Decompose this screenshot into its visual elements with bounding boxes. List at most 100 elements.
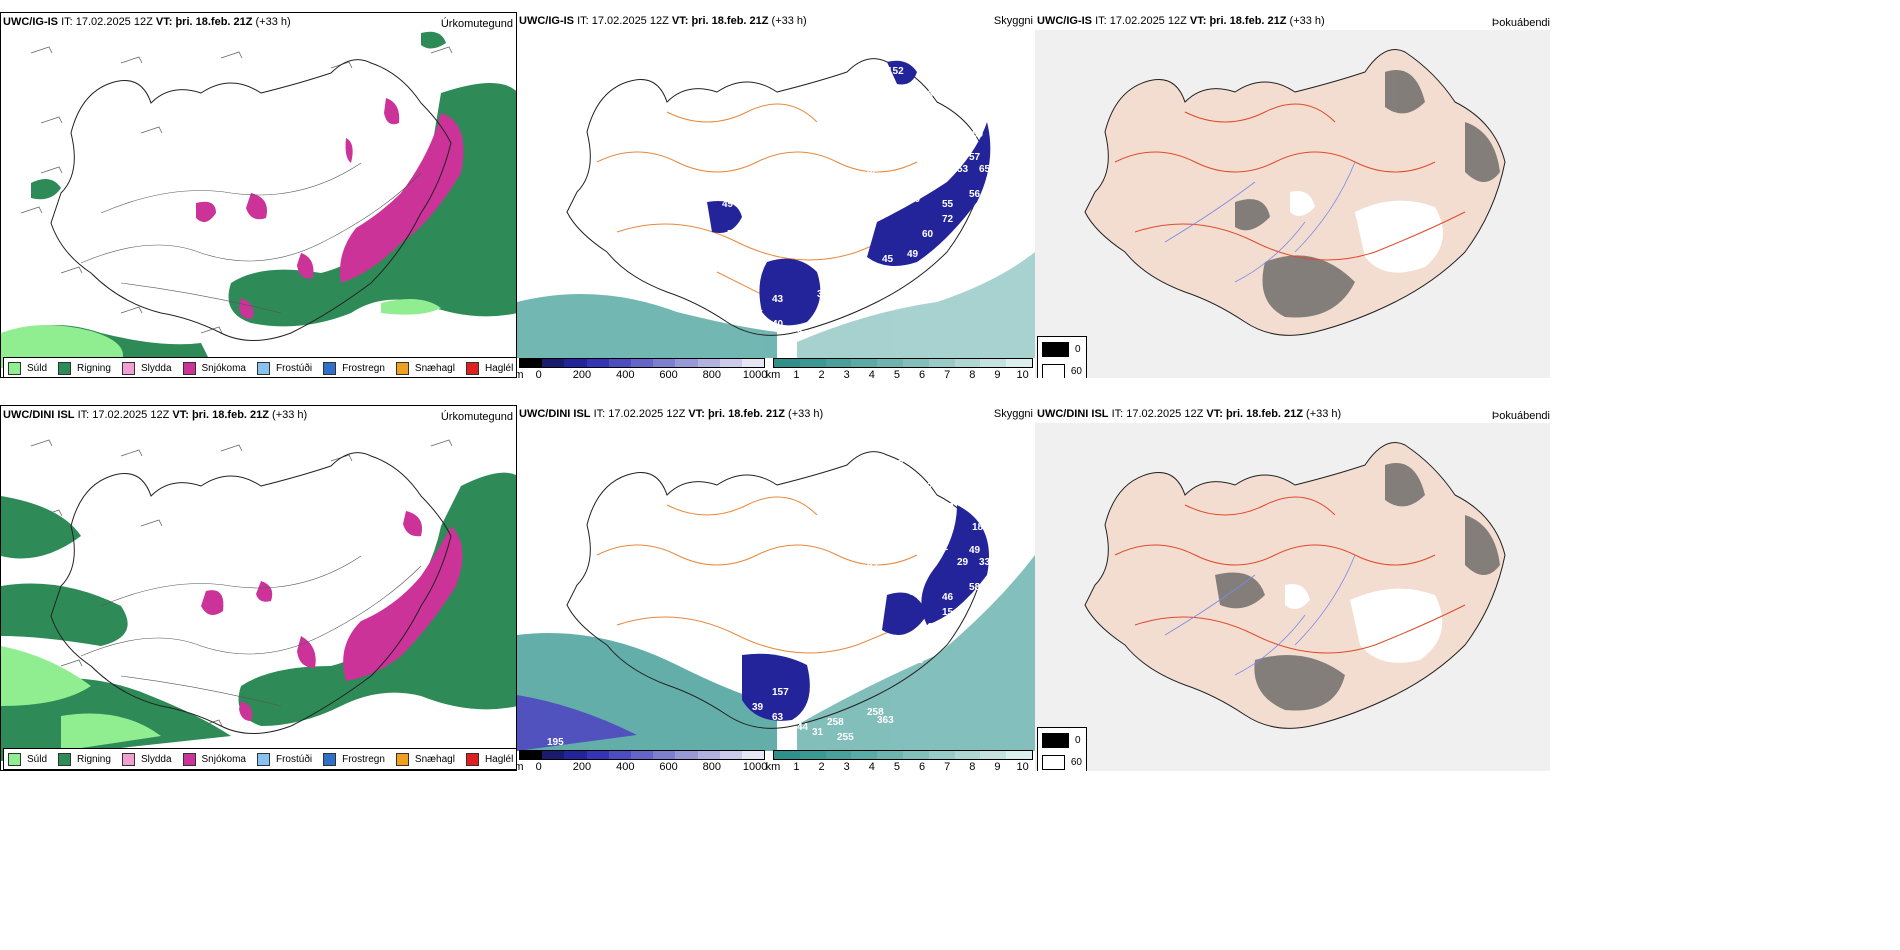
visibility-value-label: 62 (907, 510, 919, 521)
legend-swatch (8, 361, 21, 375)
legend-swatch (323, 361, 337, 375)
precip-type-panel-top: UWC/IG-IS IT: 17.02.2025 12Z VT: þri. 18… (0, 12, 517, 378)
visibility-value-label: 44 (797, 722, 809, 733)
visibility-value-label: 15 (942, 607, 954, 618)
low-visibility-areas (742, 505, 989, 721)
visibility-value-label: 340 (867, 134, 884, 145)
colorbar-unit: m (517, 369, 524, 378)
panel-title: Þokuábendi (1491, 410, 1550, 422)
fog-index-map (1035, 423, 1550, 771)
visibility-value-label: 253 (872, 149, 889, 160)
visibility-value-label: 55 (942, 199, 954, 210)
colorbar-tick-label: 400 (616, 761, 635, 771)
legend-item: Snjókoma (182, 361, 246, 375)
visibility-value-label: 255 (837, 732, 854, 743)
coastline (566, 58, 988, 336)
legend-swatch (121, 361, 135, 375)
colorbar-tick-label: 1 (793, 761, 800, 771)
legend-item: Rigning (58, 361, 111, 375)
visibility-value-label: 54 (727, 229, 739, 240)
drizzle-areas (1, 646, 161, 751)
legend-item: Frostúði (256, 752, 312, 766)
visibility-value-label: 55 (752, 309, 764, 320)
rivers (1164, 161, 1356, 283)
panel-title: Úrkomutegund (440, 411, 513, 423)
colorbar-tick-label: 7 (944, 369, 951, 378)
visibility-value-label: 363 (877, 715, 894, 726)
colorbar-tick-label: 6 (919, 761, 926, 771)
visibility-value-label: 10 (909, 194, 921, 205)
visibility-value-label: 57 (902, 497, 914, 508)
visibility-value-label: 31 (812, 727, 824, 738)
precip-legend: Súld Rigning Slydda Snjókoma Frostúði Fr… (3, 357, 516, 377)
legend-item: 0 (1042, 730, 1082, 750)
roads (80, 555, 422, 707)
visibility-value-label: 157 (772, 687, 789, 698)
colorbar-tick-label: 800 (702, 369, 722, 378)
visibility-value-label: 26 (867, 169, 879, 180)
colorbar-tick-label: 1000 (742, 761, 768, 771)
legend-swatch (1042, 341, 1069, 357)
colorbar-unit: km (765, 761, 781, 771)
visibility-value-label: 49 (722, 199, 734, 210)
roads (1114, 103, 1466, 261)
legend-item: Frostregn (323, 752, 385, 766)
visibility-value-label: 195 (547, 737, 564, 748)
coastline (50, 452, 452, 734)
colorbar-tick-label: 8 (969, 369, 976, 378)
legend-swatch (395, 361, 409, 375)
visibility-colorbar: km 1 2 3 4 5 6 7 8 9 10 (766, 750, 1033, 771)
legend-item: Haglél (465, 361, 513, 375)
dew-panel-bottom: UWC/DINI ISL IT: 17.02.2025 12Z VT: þri.… (1035, 405, 1550, 771)
coastline (50, 59, 452, 341)
legend-swatch (256, 361, 270, 375)
visibility-value-label: 58 (969, 582, 981, 593)
visibility-value-label: 46 (942, 592, 954, 603)
legend-swatch (182, 361, 196, 375)
colorbar-tick-label: 200 (572, 369, 592, 378)
visibility-value-label: 60 (922, 229, 934, 240)
legend-item: Rigning (58, 752, 111, 766)
legend-item: Frostregn (323, 361, 385, 375)
visibility-value-label: 12 (912, 655, 924, 666)
legend-item: Frostúði (256, 361, 312, 375)
visibility-value-label: 22 (877, 274, 889, 285)
fog-index-legend: 0 60 (1037, 336, 1087, 378)
colorbar-tick-label: 600 (659, 369, 678, 378)
colorbar-tick-label: 3 (843, 761, 850, 771)
visibility-value-label: 15 (817, 682, 829, 693)
snow-areas (196, 98, 464, 319)
colorbar-tick-label: 1 (793, 369, 800, 378)
colorbar-tick-label: 0 (535, 369, 542, 378)
visibility-value-label: 56 (877, 667, 889, 678)
visibility-value-label: 37 (882, 647, 894, 658)
visibility-value-label: 33 (979, 557, 991, 568)
panel-title: Þokuábendi (1491, 17, 1550, 29)
visibility-value-label: 544 (867, 527, 884, 538)
visibility-value-label: 35 (817, 289, 829, 300)
panel-header: UWC/IG-IS IT: 17.02.2025 12Z VT: þri. 18… (3, 16, 291, 28)
visibility-value-label: 45 (977, 597, 989, 608)
legend-item: Snjókoma (182, 752, 246, 766)
colorbar-tick-label: 10 (1016, 369, 1029, 378)
fog-gray-areas (1215, 463, 1500, 711)
colorbar-unit: km (765, 369, 781, 378)
visibility-value-label: 49 (907, 249, 919, 260)
colorbar-tick-label: 9 (994, 761, 1001, 771)
fog-index-map (1035, 30, 1550, 378)
legend-swatch (182, 752, 196, 766)
visibility-value-label: 69 (972, 129, 984, 140)
visibility-value-label: 77 (937, 637, 949, 648)
colorbar-tick-label: 9 (994, 369, 1001, 378)
legend-item: 60 (1042, 752, 1082, 771)
precip-type-map (1, 31, 516, 368)
legend-swatch (395, 752, 409, 766)
visibility-value-label: 67 (937, 149, 949, 160)
legend-swatch (1042, 732, 1069, 748)
legend-item: Súld (8, 361, 47, 375)
colorbar-tick-label: 200 (572, 761, 592, 771)
roads (596, 103, 948, 313)
